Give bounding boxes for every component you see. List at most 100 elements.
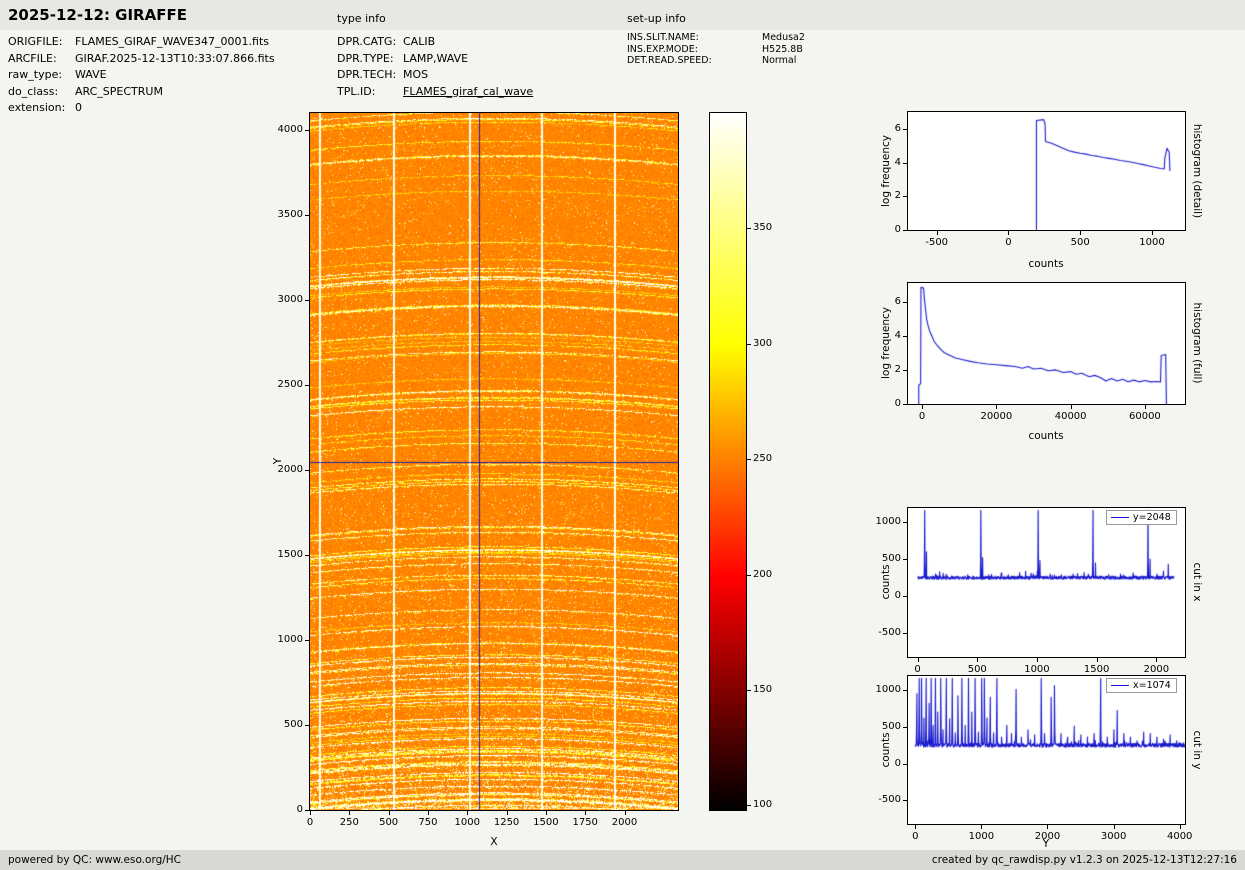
meta-row-exp-mode: INS.EXP.MODE: H525.8B xyxy=(627,44,805,56)
tick-mark xyxy=(903,763,907,765)
tick-label: 3000 xyxy=(1100,831,1127,842)
cut-in-y-plot xyxy=(907,675,1186,825)
meta-label: TPL.ID: xyxy=(337,84,376,98)
tick-label: 2 xyxy=(894,363,901,375)
tick-label: 0 xyxy=(894,590,901,602)
tick-label: 300 xyxy=(753,337,773,349)
cut-in-x-legend: y=2048 xyxy=(1106,510,1177,525)
tick-mark xyxy=(747,228,751,230)
cut-in-x-legend-label: y=2048 xyxy=(1133,512,1171,523)
tick-label: 250 xyxy=(339,817,359,828)
footer-bar: powered by QC: www.eso.org/HC created by… xyxy=(0,850,1245,870)
meta-row-read-speed: DET.READ.SPEED: Normal xyxy=(627,55,805,67)
tick-mark xyxy=(1008,231,1010,235)
tick-label: 0 xyxy=(918,411,926,422)
meta-label: ARCFILE: xyxy=(8,51,57,65)
tick-mark xyxy=(996,405,998,409)
tick-mark xyxy=(903,404,907,405)
tick-mark xyxy=(747,689,751,691)
meta-value: Medusa2 xyxy=(762,32,805,43)
tick-mark xyxy=(305,555,309,556)
meta-value: 0 xyxy=(75,101,82,114)
meta-row-origfile: ORIGFILE: FLAMES_GIRAF_WAVE347_0001.fits xyxy=(8,34,275,51)
tick-label: 1000 xyxy=(875,516,901,528)
tpl-id-link[interactable]: FLAMES_giraf_cal_wave xyxy=(403,84,534,98)
tick-mark xyxy=(1144,405,1146,409)
tick-label: 4 xyxy=(894,329,901,341)
tick-label: 0 xyxy=(912,831,919,842)
type-info-block: DPR.CATG: CALIB DPR.TYPE: LAMP,WAVE DPR.TE… xyxy=(337,34,533,100)
histogram-detail-xlabel: counts xyxy=(1028,258,1064,270)
tick-label: 0 xyxy=(914,664,921,675)
tick-label: 1250 xyxy=(493,817,520,828)
tick-mark xyxy=(903,689,907,691)
histogram-detail-plot xyxy=(907,111,1186,231)
tick-label: 0 xyxy=(1005,237,1012,248)
tick-label: 6 xyxy=(894,295,901,307)
meta-value: Normal xyxy=(762,55,797,66)
colorbar-canvas xyxy=(710,113,746,810)
meta-row-arcfile: ARCFILE: GIRAF.2025-12-13T10:33:07.866.fi… xyxy=(8,51,275,68)
tick-label: 250 xyxy=(753,453,773,465)
meta-label: INS.EXP.MODE: xyxy=(627,43,698,55)
type-info-heading: type info xyxy=(337,12,386,25)
raw-image-plot xyxy=(309,112,679,811)
raw-image-canvas xyxy=(310,113,678,810)
tick-mark xyxy=(1113,825,1115,829)
tick-mark xyxy=(747,574,751,576)
cut-in-y-xlabel: Y xyxy=(1042,838,1050,850)
tick-mark xyxy=(305,215,309,216)
tick-label: 40000 xyxy=(1054,411,1087,422)
tick-mark xyxy=(915,825,917,829)
raw-xlabel: X xyxy=(490,836,498,848)
tick-mark xyxy=(903,800,907,802)
tick-mark xyxy=(903,162,907,164)
meta-value: GIRAF.2025-12-13T10:33:07.866.fits xyxy=(75,51,275,65)
tick-label: 1750 xyxy=(572,817,598,828)
tick-label: 1000 xyxy=(875,683,901,695)
tick-label: 500 xyxy=(1070,237,1090,248)
tick-mark xyxy=(903,522,907,524)
tick-label: 2000 xyxy=(277,464,303,475)
tick-label: 1500 xyxy=(277,549,303,560)
tick-label: 1000 xyxy=(454,817,480,828)
tick-label: -500 xyxy=(925,237,949,248)
tick-mark xyxy=(506,811,508,815)
histogram-full-xlabel: counts xyxy=(1028,430,1064,442)
tick-mark xyxy=(1070,405,1072,409)
meta-row-dpr-tech: DPR.TECH: MOS xyxy=(337,67,533,84)
histogram-full-canvas xyxy=(908,283,1185,404)
tick-mark xyxy=(305,725,309,726)
histogram-detail-canvas xyxy=(908,112,1185,230)
tick-mark xyxy=(903,559,907,561)
tick-label: 1000 xyxy=(968,831,995,842)
tick-mark xyxy=(917,658,919,662)
tick-label: 2 xyxy=(894,190,901,202)
meta-row-do-class: do_class: ARC_SPECTRUM xyxy=(8,84,275,101)
meta-row-slit-name: INS.SLIT.NAME: Medusa2 xyxy=(627,32,805,44)
header-bar: 2025-12-12: GIRAFFE type info set-up inf… xyxy=(0,0,1245,30)
tick-label: 4000 xyxy=(277,124,303,135)
tick-mark xyxy=(903,369,907,371)
tick-mark xyxy=(624,811,626,815)
tick-label: 2000 xyxy=(1143,664,1170,675)
footer-powered-by: powered by QC: www.eso.org/HC xyxy=(8,854,182,866)
meta-label: INS.SLIT.NAME: xyxy=(627,32,699,43)
tick-label: 1500 xyxy=(1083,664,1110,675)
tick-mark xyxy=(903,230,907,231)
tick-mark xyxy=(349,811,351,815)
histogram-full-plot xyxy=(907,282,1186,405)
tick-label: 3500 xyxy=(277,209,303,220)
setup-info-block: INS.SLIT.NAME: Medusa2 INS.EXP.MODE: H525.… xyxy=(627,32,805,67)
tick-mark xyxy=(305,385,309,386)
tick-label: 4 xyxy=(894,156,901,168)
tick-mark xyxy=(1096,658,1098,662)
tick-label: 750 xyxy=(418,817,438,828)
tick-mark xyxy=(903,596,907,598)
footer-created-by: created by qc_rawdisp.py v1.2.3 on 2025-… xyxy=(931,854,1237,866)
meta-row-raw-type: raw_type: WAVE xyxy=(8,67,275,84)
colorbar xyxy=(709,112,747,811)
tick-mark xyxy=(305,640,309,641)
tick-label: 20000 xyxy=(980,411,1013,422)
